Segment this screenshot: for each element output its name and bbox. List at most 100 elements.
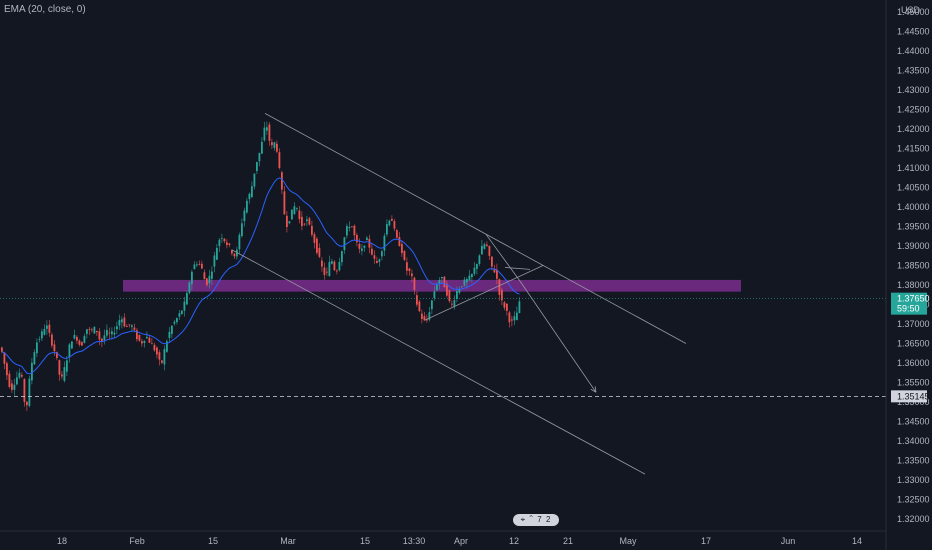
candle <box>221 233 223 243</box>
candle <box>108 327 111 340</box>
candle <box>516 306 518 321</box>
candle <box>478 254 481 267</box>
candle <box>71 341 73 349</box>
candle <box>366 236 368 241</box>
replay-button[interactable]: ⌖ ⌃ 7 2 <box>513 514 559 526</box>
candle <box>148 335 151 343</box>
candle <box>16 371 18 386</box>
candle <box>298 206 301 224</box>
candle <box>178 309 181 320</box>
candle <box>281 170 283 195</box>
candle <box>101 337 103 348</box>
candle <box>93 326 96 334</box>
candle <box>233 253 236 259</box>
candle <box>431 299 433 315</box>
y-tick-label: 1.42000 <box>897 124 930 134</box>
candle <box>396 228 398 239</box>
candle <box>146 331 148 339</box>
candle <box>258 152 261 167</box>
candle <box>248 192 251 204</box>
trendline[interactable] <box>485 234 521 282</box>
candle <box>278 148 281 170</box>
candle <box>166 339 168 353</box>
candle <box>63 361 66 383</box>
trendline[interactable] <box>231 249 646 475</box>
x-tick-label: 12 <box>509 536 519 546</box>
candle <box>353 224 356 241</box>
y-tick-label: 1.44500 <box>897 27 930 37</box>
x-tick-label: 13:30 <box>403 536 426 546</box>
candle <box>313 232 316 249</box>
candle <box>18 368 21 380</box>
candle <box>256 161 258 175</box>
y-tick-label: 1.45000 <box>897 7 930 17</box>
candle <box>308 216 311 226</box>
candle <box>201 260 203 270</box>
candle <box>38 336 41 343</box>
candle <box>303 222 306 226</box>
demand-zone[interactable] <box>123 279 741 292</box>
candle <box>161 359 163 365</box>
candle <box>416 291 418 307</box>
trendline[interactable] <box>504 267 531 270</box>
candle <box>451 300 453 308</box>
candle <box>503 300 506 311</box>
candle <box>183 296 186 317</box>
candle <box>316 236 318 255</box>
y-tick-label: 1.39500 <box>897 222 930 232</box>
candle <box>481 239 483 255</box>
candle <box>496 263 498 285</box>
candle <box>48 319 51 337</box>
candle <box>36 338 38 358</box>
candle <box>241 218 243 238</box>
x-tick-label: 21 <box>563 536 573 546</box>
candle <box>438 277 441 290</box>
arrow-head <box>590 388 597 393</box>
candle <box>448 289 451 304</box>
indicator-legend[interactable]: EMA (20, close, 0) <box>4 4 86 15</box>
candle <box>273 141 276 151</box>
candle <box>208 269 211 289</box>
candle <box>461 286 463 288</box>
candle <box>176 317 178 325</box>
candle <box>318 243 321 259</box>
candle <box>401 240 403 257</box>
y-tick-label: 1.32500 <box>897 495 930 505</box>
candle <box>246 198 248 214</box>
candle <box>21 372 23 378</box>
candle <box>123 313 126 328</box>
candle <box>103 329 106 345</box>
candle <box>458 286 461 295</box>
y-tick-label: 1.33500 <box>897 456 930 466</box>
candle <box>321 257 323 272</box>
candle <box>453 295 456 310</box>
candle <box>223 237 226 244</box>
x-tick-label: Feb <box>129 536 145 546</box>
y-tick-label: 1.43500 <box>897 66 930 76</box>
candle <box>138 334 141 342</box>
candle <box>436 282 438 292</box>
ema-line <box>1 177 520 375</box>
trendline[interactable] <box>424 265 544 321</box>
candle <box>311 220 313 237</box>
candle <box>13 378 16 396</box>
candle <box>323 262 326 280</box>
candle <box>388 219 391 227</box>
candle <box>191 269 193 291</box>
trendline[interactable] <box>264 113 687 344</box>
candle <box>391 215 393 221</box>
candle <box>293 202 296 215</box>
candle <box>418 299 421 313</box>
price-axis: 1.45000 1.44500 1.44000 1.43500 1.43000 1.425… <box>897 7 930 524</box>
candle <box>98 328 101 346</box>
candle <box>338 257 341 272</box>
candle <box>143 340 146 348</box>
x-tick-label: Mar <box>280 536 296 546</box>
x-tick-label: 15 <box>360 536 370 546</box>
projection-arrow[interactable] <box>519 280 597 393</box>
candle <box>68 343 71 363</box>
candle <box>86 329 88 339</box>
candle <box>403 250 406 262</box>
candle <box>268 122 271 146</box>
